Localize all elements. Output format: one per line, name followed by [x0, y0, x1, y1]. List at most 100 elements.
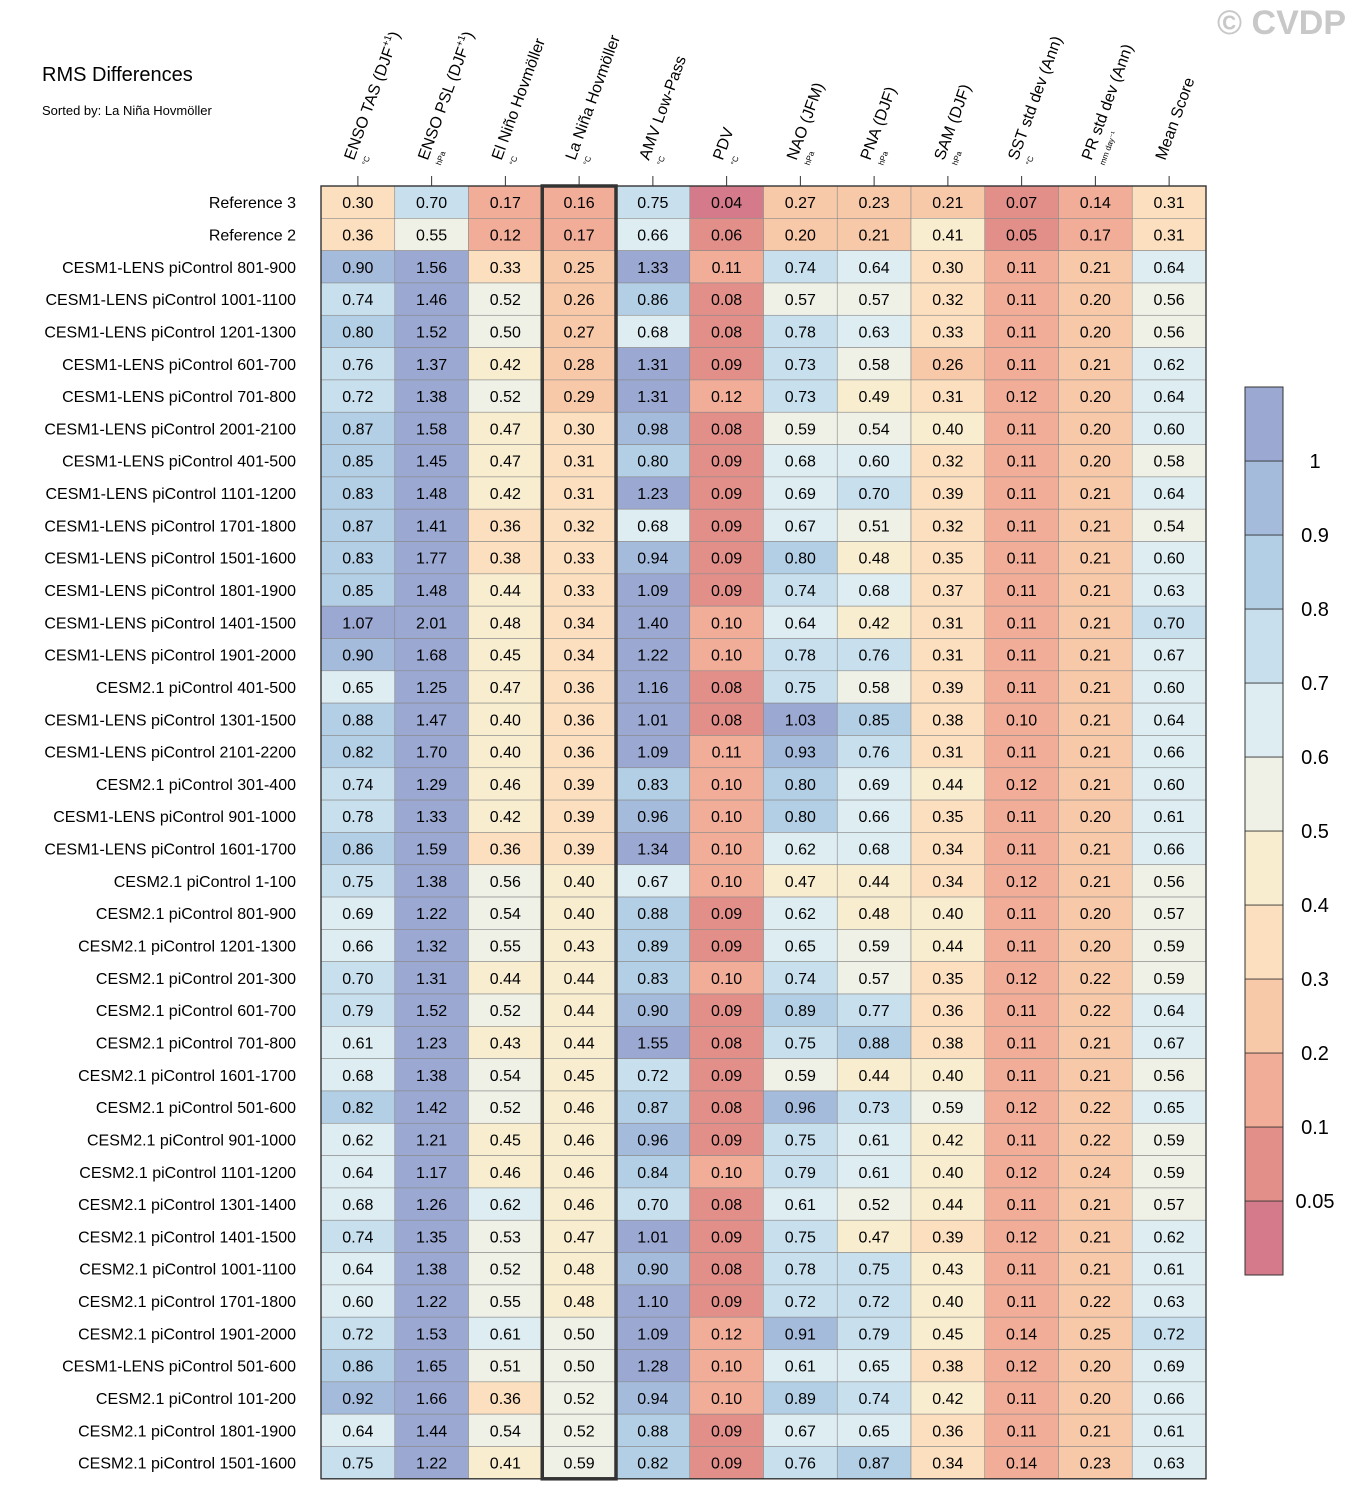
heatmap-cell	[689, 638, 764, 672]
cell-value: 0.39	[932, 1229, 963, 1246]
row-label: CESM1-LENS piControl 801-900	[62, 260, 296, 277]
cell-value: 0.44	[490, 971, 521, 988]
cell-value: 0.64	[1154, 260, 1185, 277]
heatmap-cell	[984, 282, 1059, 316]
cell-value: 0.31	[564, 454, 595, 471]
heatmap-cell	[541, 605, 617, 639]
cell-value: 0.21	[1080, 615, 1111, 632]
heatmap-cell	[1131, 605, 1207, 639]
cell-value: 1.07	[342, 615, 373, 632]
cell-value: 0.32	[932, 292, 963, 309]
heatmap-cell	[1058, 1446, 1133, 1480]
cell-value: 0.09	[711, 551, 742, 568]
cell-value: 0.57	[1154, 906, 1185, 923]
cell-value: 0.86	[342, 1359, 373, 1376]
heatmap-cell	[1131, 508, 1207, 542]
cell-value: 0.61	[1154, 1423, 1185, 1440]
cell-value: 0.17	[490, 195, 521, 212]
cell-value: 0.58	[1154, 454, 1185, 471]
heatmap-cell	[763, 379, 838, 413]
heatmap-cell	[763, 767, 838, 801]
heatmap-cell	[836, 411, 912, 445]
colorbar-swatch	[1244, 756, 1284, 832]
heatmap-cell	[1058, 896, 1133, 930]
cell-value: 0.65	[785, 939, 816, 956]
heatmap-cell	[615, 1413, 691, 1447]
cell-value: 0.31	[932, 389, 963, 406]
heatmap-cell	[910, 1381, 986, 1415]
heatmap-cell	[1058, 1058, 1133, 1092]
heatmap-cell	[984, 702, 1059, 736]
heatmap-cell	[689, 1026, 764, 1059]
cell-value: 0.09	[711, 1132, 742, 1149]
heatmap-cell	[468, 541, 543, 575]
heatmap-cell	[984, 1381, 1059, 1415]
cell-value: 0.56	[1154, 1068, 1185, 1085]
heatmap-cell	[615, 1446, 691, 1480]
cell-value: 0.08	[711, 680, 742, 697]
cell-value: 0.36	[932, 1423, 963, 1440]
cell-value: 0.34	[564, 648, 595, 665]
cell-value: 1.32	[416, 939, 447, 956]
cell-value: 0.11	[1007, 1197, 1037, 1214]
cell-value: 0.40	[932, 421, 963, 438]
cell-value: 0.62	[342, 1132, 373, 1149]
cell-value: 0.43	[490, 1035, 521, 1052]
cell-value: 0.74	[342, 292, 373, 309]
row-label: CESM2.1 piControl 1201-1300	[78, 939, 296, 956]
heatmap-cell	[984, 1413, 1059, 1447]
heatmap-cell	[910, 1026, 986, 1059]
cell-value: 0.65	[859, 1359, 890, 1376]
heatmap-cell	[836, 1155, 912, 1189]
heatmap-cell	[763, 799, 838, 833]
cell-value: 0.30	[342, 195, 373, 212]
heatmap-cell	[468, 1187, 543, 1221]
colorbar-swatch	[1244, 978, 1284, 1054]
cell-value: 0.78	[785, 648, 816, 665]
heatmap-cell	[320, 411, 396, 445]
row-label: CESM1-LENS piControl 501-600	[62, 1359, 296, 1376]
heatmap-cell	[689, 541, 764, 575]
cell-value: 0.68	[859, 583, 890, 600]
cell-value: 0.79	[785, 1165, 816, 1182]
heatmap-cell	[394, 379, 469, 413]
column-label-group: Mean Score	[1153, 75, 1199, 162]
cell-value: 0.59	[1154, 1165, 1185, 1182]
heatmap-cell	[1058, 799, 1133, 833]
cell-value: 0.11	[1007, 615, 1037, 632]
cell-value: 1.31	[637, 389, 668, 406]
heatmap-cell	[984, 1219, 1059, 1253]
heatmap-cell	[836, 799, 912, 833]
cell-value: 1.31	[416, 971, 447, 988]
heatmap-cell	[763, 1155, 838, 1189]
heatmap-cell	[320, 605, 396, 639]
heatmap-cell	[1058, 411, 1133, 445]
cell-value: 0.68	[637, 324, 668, 341]
cell-value: 0.64	[859, 260, 890, 277]
heatmap-cell	[689, 444, 764, 478]
heatmap-cell	[763, 1316, 838, 1350]
heatmap-cell	[1058, 476, 1133, 510]
cell-value: 0.20	[1080, 324, 1111, 341]
cell-value: 1.31	[637, 357, 668, 374]
cell-value: 0.61	[859, 1165, 890, 1182]
cell-value: 1.56	[416, 260, 447, 277]
cell-value: 0.11	[1007, 1068, 1037, 1085]
cell-value: 0.87	[637, 1100, 668, 1117]
cell-value: 0.80	[785, 777, 816, 794]
heatmap-cell	[910, 1284, 986, 1318]
heatmap-cell	[615, 702, 691, 736]
cell-value: 0.12	[1006, 1229, 1037, 1246]
heatmap-cell	[320, 896, 396, 930]
column-unit: °C	[508, 155, 520, 167]
heatmap-cell	[320, 185, 396, 219]
cell-value: 0.45	[490, 1132, 521, 1149]
heatmap-cell	[984, 218, 1059, 251]
heatmap-cell	[394, 670, 469, 704]
cell-value: 0.32	[932, 518, 963, 535]
heatmap-cell	[910, 444, 986, 478]
column-label-group: PR std dev (Ann)mm day⁻¹	[1079, 42, 1137, 166]
heatmap-cell	[615, 832, 691, 866]
heatmap-cell	[320, 1349, 396, 1383]
cell-value: 0.36	[564, 680, 595, 697]
